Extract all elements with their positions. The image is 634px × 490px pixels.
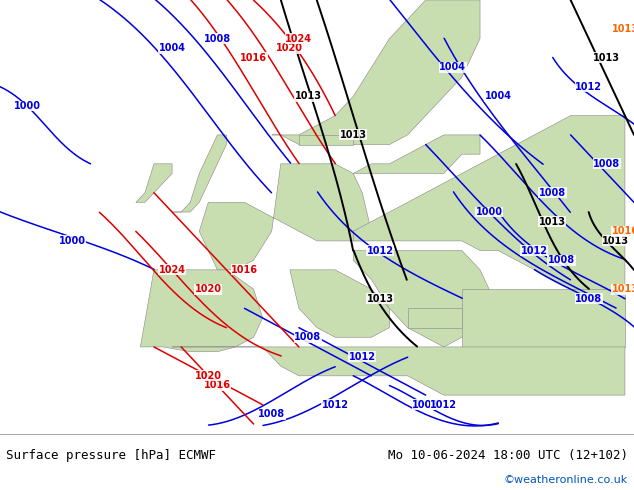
Text: 1000: 1000 <box>476 207 503 217</box>
Text: 1013: 1013 <box>611 24 634 34</box>
Text: Mo 10-06-2024 18:00 UTC (12+102): Mo 10-06-2024 18:00 UTC (12+102) <box>387 448 628 462</box>
Polygon shape <box>272 0 480 145</box>
Polygon shape <box>290 270 389 337</box>
Text: 1020: 1020 <box>276 43 303 53</box>
Text: 1012: 1012 <box>349 351 376 362</box>
Text: 1008: 1008 <box>548 255 575 265</box>
Text: 1004: 1004 <box>484 91 512 101</box>
Text: 1013: 1013 <box>539 217 566 227</box>
Text: 1004: 1004 <box>158 43 186 53</box>
Text: 1008: 1008 <box>575 294 602 304</box>
Text: Surface pressure [hPa] ECMWF: Surface pressure [hPa] ECMWF <box>6 448 216 462</box>
Polygon shape <box>172 135 226 212</box>
Text: 1012: 1012 <box>430 400 457 410</box>
Text: 1013: 1013 <box>367 294 394 304</box>
Text: 1024: 1024 <box>285 33 313 44</box>
Text: 1013: 1013 <box>602 236 630 246</box>
Text: 1020: 1020 <box>195 371 222 381</box>
Polygon shape <box>136 164 172 202</box>
Text: 1024: 1024 <box>158 265 186 275</box>
Polygon shape <box>172 347 625 395</box>
Text: 1000: 1000 <box>14 101 41 111</box>
Text: 1012: 1012 <box>521 245 548 256</box>
Text: 1013: 1013 <box>294 91 321 101</box>
Polygon shape <box>462 289 625 347</box>
Text: 1016: 1016 <box>611 226 634 236</box>
Polygon shape <box>353 116 625 318</box>
Text: 1016: 1016 <box>231 265 258 275</box>
Text: 1008: 1008 <box>258 409 285 419</box>
Text: 1008: 1008 <box>539 188 566 198</box>
Polygon shape <box>353 135 480 173</box>
Text: 1012: 1012 <box>575 82 602 92</box>
Text: 1016: 1016 <box>240 53 267 63</box>
Polygon shape <box>408 308 462 328</box>
Text: 1016: 1016 <box>204 380 231 391</box>
Text: 1013: 1013 <box>593 53 620 63</box>
Text: 1008: 1008 <box>294 332 321 343</box>
Text: 1012: 1012 <box>321 400 349 410</box>
Polygon shape <box>299 135 353 145</box>
Text: 1008: 1008 <box>204 33 231 44</box>
Polygon shape <box>140 270 262 352</box>
Text: 1013: 1013 <box>340 130 366 140</box>
Text: 1008: 1008 <box>412 400 439 410</box>
Text: 1020: 1020 <box>195 284 222 294</box>
Text: ©weatheronline.co.uk: ©weatheronline.co.uk <box>503 475 628 485</box>
Text: 1008: 1008 <box>593 159 621 169</box>
Text: 1004: 1004 <box>439 62 467 73</box>
Text: 1012: 1012 <box>367 245 394 256</box>
Text: 1000: 1000 <box>59 236 86 246</box>
Text: 1013: 1013 <box>611 284 634 294</box>
Polygon shape <box>353 250 498 347</box>
Polygon shape <box>199 164 372 270</box>
